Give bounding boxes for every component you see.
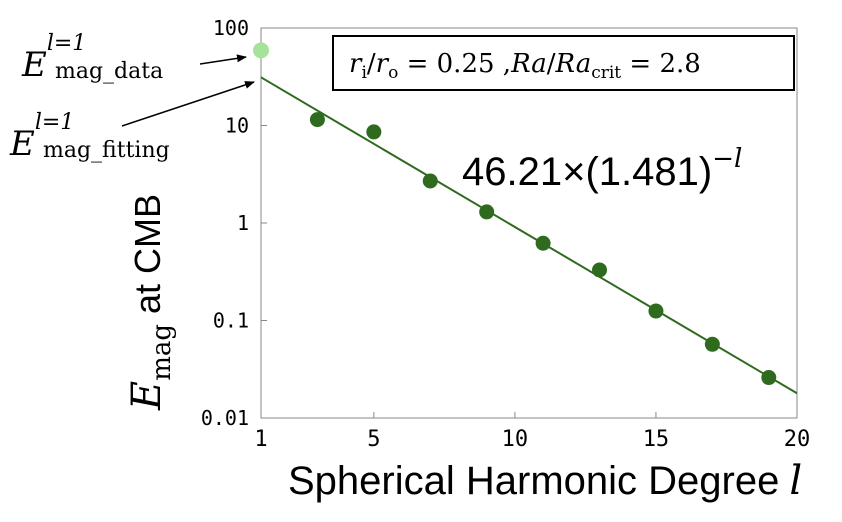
fit-formula: 46.21×(1.481)−l — [462, 144, 742, 194]
fit-formula-exponent: −l — [712, 144, 742, 174]
data-point — [592, 262, 608, 278]
annotation-data-arrow — [199, 54, 247, 65]
data-point — [479, 204, 495, 220]
data-point — [422, 173, 438, 189]
y-axis-label-rest: at CMB — [127, 194, 168, 314]
annotation-fitting: El=1 mag_fitting — [9, 110, 170, 164]
ra-symbol: Ra — [510, 49, 547, 79]
annotation-data-symbol: E — [21, 45, 47, 85]
crit-sub: crit — [591, 63, 621, 83]
annotation-fitting-arrow — [121, 81, 255, 127]
annotation-data: El=1 mag_data — [21, 31, 163, 85]
annotation-fitting-symbol: E — [9, 124, 35, 164]
ra-ratio-value: = 2.8 — [621, 49, 701, 79]
data-point — [366, 124, 382, 140]
r-outer-sub: o — [388, 63, 398, 83]
data-point — [704, 336, 720, 352]
data-point — [309, 112, 325, 128]
r-inner-symbol: r — [349, 49, 363, 79]
x-axis-label: Spherical Harmonic Degree l — [288, 458, 802, 504]
x-tick-label: 10 — [502, 427, 529, 452]
x-tick-label: 1 — [254, 427, 267, 452]
data-point-l1 — [253, 42, 269, 59]
y-tick-label: 100 — [213, 16, 249, 40]
data-point — [535, 235, 551, 251]
parameter-box — [332, 35, 795, 91]
data-point — [648, 303, 664, 319]
data-point — [761, 370, 777, 386]
annotation-fitting-sup: l=1 — [35, 110, 74, 135]
y-tick-label: 0.1 — [213, 309, 249, 333]
fit-formula-main: 46.21×(1.481) — [462, 150, 712, 194]
y-axis-label-sub: mag — [147, 324, 177, 381]
x-tick-label: 20 — [784, 427, 811, 452]
y-axis-label-symbol: E — [124, 381, 170, 411]
x-tick-label: 15 — [643, 427, 670, 452]
y-tick-label: 0.01 — [201, 406, 249, 430]
slash-2: / — [547, 49, 556, 79]
y-axis-label: Emag at CMB — [124, 194, 177, 411]
y-tick-label: 1 — [237, 211, 249, 235]
y-tick-label: 10 — [225, 114, 249, 138]
annotation-fitting-sub: mag_fitting — [43, 138, 170, 163]
annotation-data-sub: mag_data — [55, 59, 163, 84]
x-axis-ticks: 1 5 10 15 20 — [254, 412, 810, 452]
r-inner-sub: i — [361, 63, 367, 83]
x-tick-label: 5 — [367, 427, 380, 452]
data-points — [309, 112, 777, 386]
parameter-text: ri/ro = 0.25 ,Ra/Racrit = 2.8 — [349, 49, 701, 83]
ra-crit-symbol: Ra — [555, 49, 592, 79]
r-outer-symbol: r — [376, 49, 390, 79]
x-axis-label-text: Spherical Harmonic Degree — [288, 459, 779, 503]
ratio-value: = 0.25 , — [398, 49, 511, 79]
slash-1: / — [367, 49, 376, 79]
y-axis-ticks: 100 10 1 0.1 0.01 — [201, 16, 267, 430]
annotation-data-sup: l=1 — [47, 31, 86, 56]
x-axis-label-variable: l — [789, 458, 802, 504]
